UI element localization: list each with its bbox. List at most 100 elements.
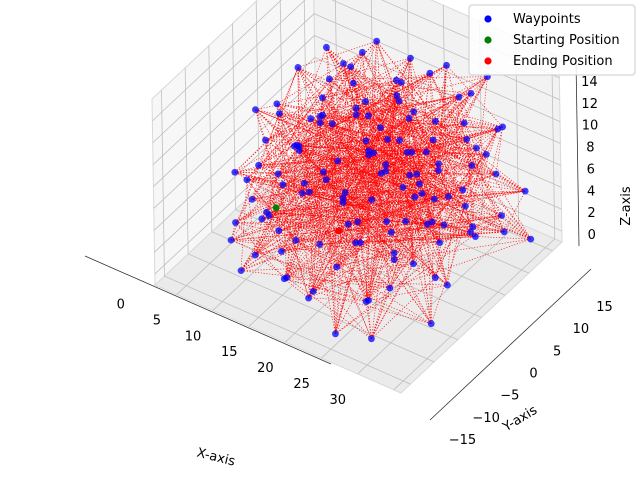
y-tick-label: 10 (573, 322, 590, 337)
waypoint-marker (463, 135, 471, 143)
y-tick-label: −10 (472, 411, 499, 426)
waypoint-marker (482, 151, 490, 158)
path-segment (322, 52, 363, 116)
path-segment (356, 95, 397, 116)
path-segment (353, 82, 503, 128)
path-segment (235, 222, 314, 292)
y-tick-label: −5 (500, 389, 519, 404)
path-segment (432, 221, 476, 237)
waypoint-marker (292, 236, 300, 244)
waypoint-marker (498, 212, 506, 219)
path-segment (269, 193, 423, 216)
path-segment (380, 173, 474, 228)
path-segment (319, 236, 476, 245)
z-tick-label: 0 (588, 228, 596, 243)
path-segment (355, 215, 502, 244)
path-segment (438, 163, 440, 243)
path-segment (393, 96, 460, 254)
points-layer (227, 37, 535, 343)
waypoint-marker (455, 93, 463, 101)
path-segment (297, 67, 432, 324)
path-segment (296, 96, 460, 146)
waypoint-marker (443, 61, 450, 69)
path-segment (319, 243, 395, 254)
z-tick-label: 12 (581, 97, 598, 112)
waypoint-marker (410, 260, 417, 268)
y-grid-line (232, 23, 482, 318)
path-segment (283, 179, 327, 279)
path-segment (368, 152, 408, 301)
waypoint-marker (413, 170, 421, 178)
y-tick-label: 5 (553, 344, 561, 359)
path-segment (246, 179, 297, 241)
path-segment (309, 165, 473, 193)
y-grid-line (184, 67, 435, 363)
waypoint-marker (309, 288, 317, 295)
waypoint-marker (273, 100, 281, 108)
path-segment (357, 173, 382, 223)
waypoint-marker (403, 148, 411, 156)
path-segment (235, 127, 381, 223)
path-segment (362, 52, 505, 233)
path-segment (297, 67, 310, 193)
path-segment (283, 183, 305, 279)
path-segment (463, 122, 477, 149)
path-segment (338, 93, 472, 232)
path-segment (284, 278, 448, 286)
waypoint-marker (429, 136, 437, 144)
path-segment (312, 121, 436, 292)
waypoint-marker (431, 274, 439, 282)
path-segment (434, 147, 477, 278)
path-segment (319, 116, 471, 233)
legend-marker-waypoints (484, 15, 492, 23)
path-segment (261, 63, 344, 220)
path-segment (323, 170, 386, 173)
path-segment (255, 109, 417, 175)
path-segment (326, 47, 497, 175)
path-segment (447, 147, 477, 286)
path-segment (326, 47, 357, 109)
waypoint-marker (436, 239, 444, 247)
path-segment (276, 103, 395, 254)
path-segment (342, 80, 397, 199)
path-segment (277, 82, 354, 175)
path-segment (325, 41, 378, 180)
path-segment (254, 218, 263, 256)
path-segment (380, 120, 436, 128)
path-segment (323, 82, 402, 173)
path-segment (367, 57, 411, 116)
path-segment (462, 128, 499, 190)
path-segment (409, 175, 440, 243)
path-segment (343, 63, 414, 113)
path-segment (295, 122, 465, 241)
path-segment (246, 52, 363, 180)
x-tick-label: 5 (153, 313, 161, 328)
waypoint-marker (275, 110, 283, 118)
path-segment (266, 72, 431, 213)
path-segment (234, 171, 344, 199)
path-segment (357, 221, 432, 324)
path-segment (405, 220, 445, 226)
path-segment (279, 100, 400, 114)
path-segment (299, 145, 408, 153)
path-segment (310, 118, 440, 243)
x-tick-label: 10 (185, 329, 202, 344)
path-segment (356, 96, 460, 116)
path-segment (241, 266, 337, 271)
waypoint-marker (370, 149, 378, 157)
waypoint-marker (428, 218, 436, 226)
path-segment (365, 101, 434, 141)
path-segment (343, 63, 372, 339)
path-segment (385, 170, 440, 243)
waypoint-marker (469, 223, 477, 231)
path-segment (343, 63, 449, 197)
path-segment (386, 111, 415, 222)
path-segment (344, 108, 357, 193)
path-segment (365, 101, 374, 153)
path-segment (298, 150, 367, 302)
path-segment (371, 163, 439, 339)
path-segment (308, 115, 369, 299)
waypoint-marker (435, 167, 442, 174)
path-segment (398, 100, 436, 122)
path-segment (344, 65, 447, 193)
